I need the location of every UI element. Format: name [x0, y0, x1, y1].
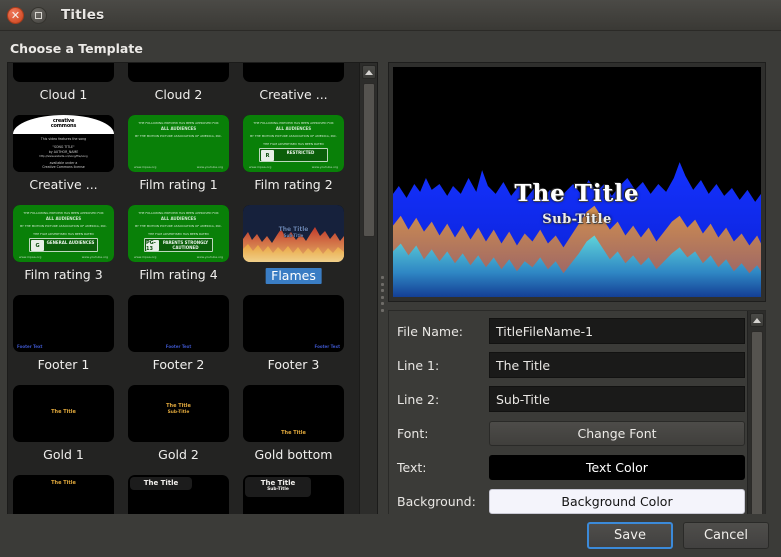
template-scroll-up-button[interactable] — [362, 65, 376, 79]
template-item[interactable]: The Title Gold bottom — [242, 385, 345, 475]
template-label: Footer 2 — [152, 358, 205, 372]
choose-template-heading: Choose a Template — [10, 41, 143, 56]
form-input-line2[interactable]: Sub-Title — [489, 386, 745, 412]
template-thumbnail[interactable] — [243, 63, 344, 82]
template-item[interactable]: Cloud 2 — [127, 63, 230, 115]
form-row-label: Line 1: — [397, 357, 440, 373]
template-thumbnail[interactable]: Footer Text — [243, 295, 344, 352]
template-thumbnail[interactable]: The Title — [243, 385, 344, 442]
template-item[interactable]: The Title Sub-Title Gold 2 — [127, 385, 230, 475]
form-input-filename[interactable]: TitleFileName-1 — [489, 318, 745, 344]
template-thumbnail[interactable]: THE FOLLOWING PREVIEW HAS BEEN APPROVED … — [243, 115, 344, 172]
form-rows-container: File Name: TitleFileName-1 Line 1: The Titl… — [389, 311, 749, 544]
template-thumbnail[interactable]: creative commons This video features the s… — [13, 115, 114, 172]
triangle-up-icon — [365, 69, 373, 75]
template-label: Film rating 3 — [24, 268, 103, 282]
form-row: Background: Background Color — [397, 487, 745, 515]
template-item[interactable]: creative commons This video features the s… — [12, 115, 115, 205]
template-label: Gold 2 — [158, 448, 199, 462]
template-scrollbar[interactable] — [359, 63, 377, 544]
template-item[interactable]: The Title Gold 1 — [12, 385, 115, 475]
form-input-line1[interactable]: The Title — [489, 352, 745, 378]
form-row-label: Background: — [397, 493, 476, 509]
template-label: Film rating 1 — [139, 178, 218, 192]
window-title: Titles — [61, 7, 105, 23]
form-row-label: Text: — [397, 459, 427, 475]
template-item[interactable]: Footer Text Footer 1 — [12, 295, 115, 385]
form-button-change-font[interactable]: Change Font — [489, 420, 745, 446]
dialog-footer: Save Cancel — [0, 514, 781, 557]
template-item[interactable]: THE FOLLOWING PREVIEW HAS BEEN APPROVED … — [12, 205, 115, 295]
form-row: Line 2: Sub-Title — [397, 385, 745, 413]
title-preview-panel: The Title Sub-Title — [388, 62, 766, 302]
template-item[interactable]: Cloud 1 — [12, 63, 115, 115]
maximize-icon[interactable] — [30, 6, 47, 24]
template-label: Footer 1 — [37, 358, 90, 372]
template-thumbnail[interactable]: The Title Sub-Title — [128, 385, 229, 442]
flames-artwork — [393, 162, 761, 297]
form-scrollbar-thumb[interactable] — [751, 331, 763, 521]
template-thumbnail[interactable] — [128, 63, 229, 82]
template-thumbnail[interactable]: Footer Text — [128, 295, 229, 352]
form-row: Line 1: The Title — [397, 351, 745, 379]
template-thumbnail[interactable]: THE FOLLOWING PREVIEW HAS BEEN APPROVED … — [13, 205, 114, 262]
cancel-button[interactable]: Cancel — [683, 522, 769, 549]
form-row-label: Line 2: — [397, 391, 440, 407]
form-button-background-color[interactable]: Background Color — [489, 488, 745, 514]
template-item[interactable]: THE FOLLOWING PREVIEW HAS BEEN APPROVED … — [127, 205, 230, 295]
panel-splitter-grip[interactable] — [381, 276, 386, 312]
template-thumbnail[interactable]: THE FOLLOWING PREVIEW HAS BEEN APPROVED … — [128, 205, 229, 262]
form-scrollbar[interactable] — [747, 311, 765, 544]
template-thumbnail[interactable]: The Title — [13, 385, 114, 442]
template-chooser-panel: Cloud 1 Cloud 2 Creative ... creative common… — [7, 62, 378, 545]
preview-title-line1: The Title — [514, 179, 640, 207]
form-row-label: File Name: — [397, 323, 463, 339]
dialog-body: Choose a Template Cloud 1 Cloud 2 Creative… — [0, 31, 781, 557]
template-label: Cloud 1 — [39, 88, 88, 102]
form-scroll-up-button[interactable] — [750, 313, 764, 327]
template-label: Footer 3 — [267, 358, 320, 372]
form-row: Text: Text Color — [397, 453, 745, 481]
template-thumbnail[interactable]: THE FOLLOWING PREVIEW HAS BEEN APPROVED … — [128, 115, 229, 172]
save-button[interactable]: Save — [587, 522, 673, 549]
template-item[interactable]: Footer Text Footer 2 — [127, 295, 230, 385]
template-label: Flames — [265, 268, 322, 284]
template-thumbnail[interactable]: The Title Sub-Title — [243, 205, 344, 262]
template-item[interactable]: Creative ... — [242, 63, 345, 115]
template-label: Gold bottom — [254, 448, 333, 462]
template-grid: Cloud 1 Cloud 2 Creative ... creative common… — [12, 63, 357, 544]
title-properties-form: File Name: TitleFileName-1 Line 1: The Titl… — [388, 310, 766, 545]
template-item[interactable]: Footer Text Footer 3 — [242, 295, 345, 385]
template-label: Creative ... — [259, 88, 328, 102]
template-label: Cloud 2 — [154, 88, 203, 102]
form-row: File Name: TitleFileName-1 — [397, 317, 745, 345]
template-thumbnail[interactable] — [13, 63, 114, 82]
template-label: Film rating 4 — [139, 268, 218, 282]
preview-title-line2: Sub-Title — [542, 211, 612, 227]
close-icon[interactable]: ✕ — [7, 6, 24, 24]
template-label: Film rating 2 — [254, 178, 333, 192]
form-row-label: Font: — [397, 425, 429, 441]
window-titlebar: ✕ Titles — [0, 0, 781, 31]
template-item[interactable]: THE FOLLOWING PREVIEW HAS BEEN APPROVED … — [242, 115, 345, 205]
template-item[interactable]: The Title Sub-Title Flames — [242, 205, 345, 295]
template-item[interactable]: THE FOLLOWING PREVIEW HAS BEEN APPROVED … — [127, 115, 230, 205]
form-row: Font: Change Font — [397, 419, 745, 447]
title-preview-canvas: The Title Sub-Title — [393, 67, 761, 297]
triangle-up-icon — [753, 317, 761, 323]
template-scroll-area[interactable]: Cloud 1 Cloud 2 Creative ... creative common… — [8, 63, 361, 544]
form-button-text-color[interactable]: Text Color — [489, 454, 745, 480]
template-thumbnail[interactable]: Footer Text — [13, 295, 114, 352]
template-label: Gold 1 — [43, 448, 84, 462]
template-scrollbar-thumb[interactable] — [363, 83, 375, 237]
template-label: Creative ... — [29, 178, 98, 192]
